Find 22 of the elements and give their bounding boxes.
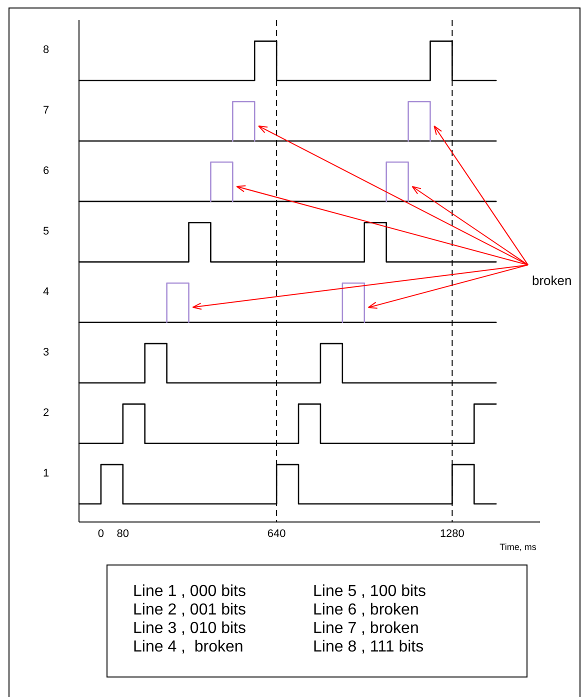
text: Line 7 , broken	[313, 620, 419, 637]
y-tick-label: 2	[42, 407, 50, 420]
y-tick-label: 7	[42, 104, 50, 117]
text: Line 6 , broken	[313, 602, 419, 618]
x-tick-label: 1280	[440, 528, 464, 540]
y-tick-label: 8	[42, 44, 50, 56]
y-tick-label: 1	[42, 468, 50, 480]
annotation: broken	[532, 272, 572, 288]
text: Line 3 , 010 bits	[133, 620, 246, 637]
text: Line 1 , 000 bits	[133, 583, 246, 600]
text: Line 2 , 001 bits	[133, 602, 246, 618]
text: Line 8 , 111 bits	[313, 638, 424, 656]
x-tick-label: 640	[267, 528, 286, 540]
x-tick-label: 0	[98, 528, 104, 540]
y-tick-label: 5	[42, 226, 50, 238]
x-tick-label: 80	[116, 528, 130, 540]
y-tick-label: 6	[42, 165, 50, 178]
y-tick-label: 3	[42, 346, 50, 359]
text: Line 5 , 100 bits	[313, 583, 426, 600]
x-axis-title: Time, ms	[500, 542, 537, 552]
y-tick-label: 4	[42, 286, 50, 298]
text: Line 4 , broken	[133, 638, 244, 656]
